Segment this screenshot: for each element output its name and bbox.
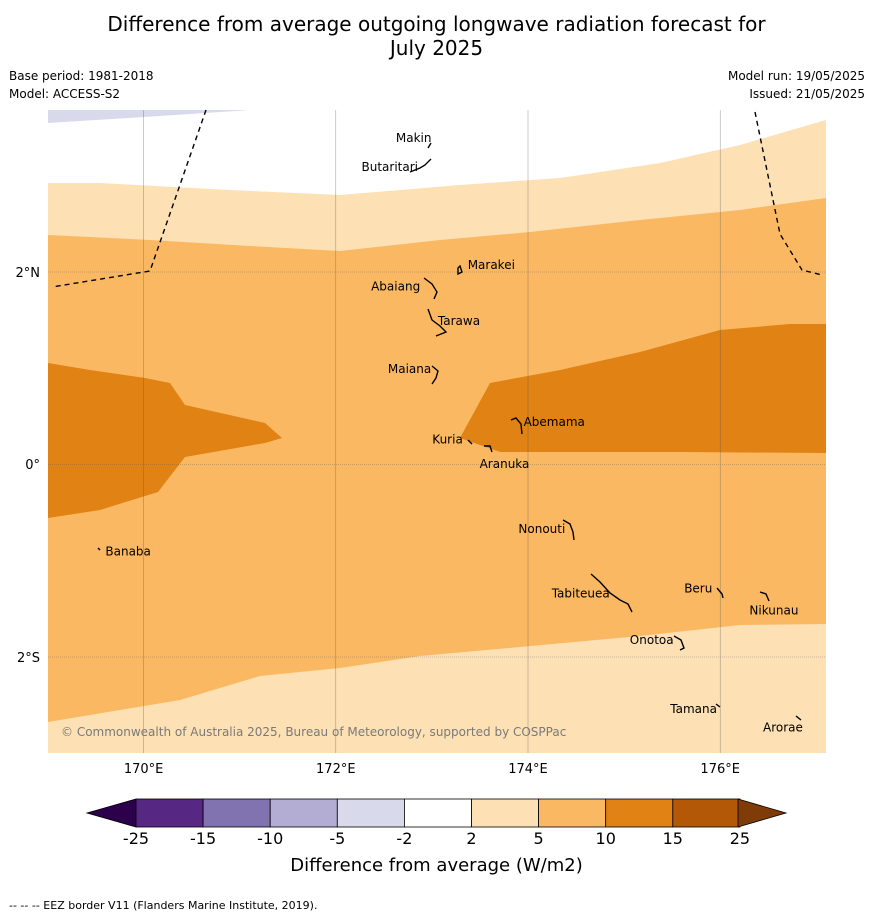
longitude-tick-labels: 170°E 172°E 174°E 176°E: [124, 762, 740, 777]
map-fill: [48, 110, 826, 753]
colorbar-tick-labels: -25 -15 -10 -5 -2 2 5 10 15 25: [123, 829, 750, 848]
island-shape-nonouti: [562, 519, 575, 541]
island-shape-beru: [716, 587, 724, 599]
colorbar-segment-8: [672, 798, 741, 828]
colorbar-tick-5: 2: [466, 829, 476, 848]
colorbar-segments: [135, 798, 741, 828]
eez-border-west: [51, 109, 207, 288]
colorbar-segment-2: [269, 798, 338, 828]
map-title: Difference from average outgoing longwav…: [0, 12, 873, 60]
island-shape-tabiteuea: [590, 573, 633, 613]
island-label-marakei: Marakei: [468, 258, 515, 272]
band-minus-2-to-minus-5: [48, 110, 250, 123]
issued-date: Issued: 21/05/2025: [749, 87, 865, 101]
colorbar-tick-9: 25: [730, 829, 750, 848]
lon-tick-176e: 176°E: [700, 762, 740, 777]
island-label-abemama: Abemama: [524, 415, 585, 429]
colorbar-tick-1: -15: [190, 829, 216, 848]
island-shape-abemama: [510, 417, 523, 435]
base-period: Base period: 1981-2018: [9, 69, 154, 83]
eez-border: [51, 109, 823, 288]
gridlines: [48, 110, 826, 753]
island-shape-butaritari: [409, 158, 432, 173]
island-shape-maiana: [431, 365, 439, 385]
colorbar-segment-1: [202, 798, 271, 828]
eez-legend-note: -- -- -- EEZ border V11 (Flanders Marine…: [9, 899, 318, 912]
lat-tick-2n: 2°N: [16, 266, 41, 281]
island-shape-tarawa: [427, 308, 448, 337]
colorbar-segment-4: [403, 798, 472, 828]
island-shape-makin: [427, 142, 432, 149]
island-shape-abaiang: [423, 277, 438, 300]
colorbar-segment-6: [538, 798, 607, 828]
island-shape-banaba: [97, 547, 101, 551]
island-shape-marakei: [457, 264, 463, 276]
island-shape-nikunau: [759, 591, 770, 602]
colorbar-over-triangle: [737, 798, 788, 828]
colorbar-segment-7: [605, 798, 674, 828]
colorbar: -25 -15 -10 -5 -2 2 5 10 15 25 Difference from av…: [85, 798, 788, 876]
colorbar-tick-6: 5: [534, 829, 544, 848]
island-shape-tamana: [715, 703, 721, 708]
colorbar-segment-5: [471, 798, 539, 828]
meta-left: Base period: 1981-2018 Model: ACCESS-S2: [9, 67, 154, 103]
eez-border-east: [754, 111, 823, 276]
island-label-abaiang: Abaiang: [371, 279, 420, 293]
island-shape-arorae: [795, 715, 802, 721]
island-shape-aranuka: [484, 445, 493, 453]
island-label-onotoa: Onotoa: [630, 633, 674, 647]
colorbar-tick-7: 10: [596, 829, 616, 848]
island-label-kuria: Kuria: [432, 432, 463, 446]
island-label-tamana: Tamana: [669, 702, 717, 716]
island-label-arorae: Arorae: [763, 721, 803, 735]
island-label-maiana: Maiana: [388, 362, 431, 376]
meta-right: Model run: 19/05/2025 Issued: 21/05/2025: [728, 67, 865, 103]
band-10-to-15-west: [48, 363, 282, 518]
island-label-nikunau: Nikunau: [749, 603, 798, 617]
island-label-aranuka: Aranuka: [480, 457, 530, 471]
copyright-text: © Commonwealth of Australia 2025, Bureau…: [61, 725, 566, 739]
island-shape-onotoa: [673, 635, 685, 651]
title-line-1: Difference from average outgoing longwav…: [107, 12, 766, 36]
colorbar-tick-0: -25: [123, 829, 149, 848]
colorbar-under-triangle: [85, 798, 137, 828]
colorbar-tick-8: 15: [663, 829, 683, 848]
island-coastlines: [97, 142, 802, 721]
colorbar-tick-3: -5: [329, 829, 345, 848]
island-shape-kuria: [467, 439, 473, 445]
colorbar-tick-4: -2: [396, 829, 412, 848]
island-label-tarawa: Tarawa: [437, 314, 480, 328]
island-label-butaritari: Butaritari: [362, 160, 419, 174]
island-label-tabiteuea: Tabiteuea: [551, 587, 610, 601]
band-10-to-15-east: [460, 324, 826, 453]
band-5-to-10: [48, 198, 826, 722]
colorbar-tick-2: -10: [257, 829, 283, 848]
latitude-tick-labels: 2°N 0° 2°S: [16, 266, 41, 666]
lon-tick-172e: 172°E: [316, 762, 356, 777]
island-labels: Makin Butaritari Marakei Abaiang Tarawa Maian…: [105, 131, 803, 735]
lon-tick-174e: 174°E: [508, 762, 548, 777]
model-name: Model: ACCESS-S2: [9, 87, 121, 101]
island-label-nonouti: Nonouti: [518, 522, 565, 536]
lon-tick-170e: 170°E: [124, 762, 164, 777]
colorbar-label: Difference from average (W/m2): [290, 855, 582, 876]
island-label-banaba: Banaba: [105, 544, 151, 558]
colorbar-segment-0: [135, 798, 204, 828]
lat-tick-0: 0°: [25, 458, 40, 473]
colorbar-segment-3: [336, 798, 405, 828]
lat-tick-2s: 2°S: [17, 651, 40, 666]
model-run: Model run: 19/05/2025: [727, 69, 865, 83]
island-label-beru: Beru: [684, 582, 712, 596]
title-line-2: July 2025: [389, 36, 484, 60]
island-label-makin: Makin: [396, 131, 432, 145]
